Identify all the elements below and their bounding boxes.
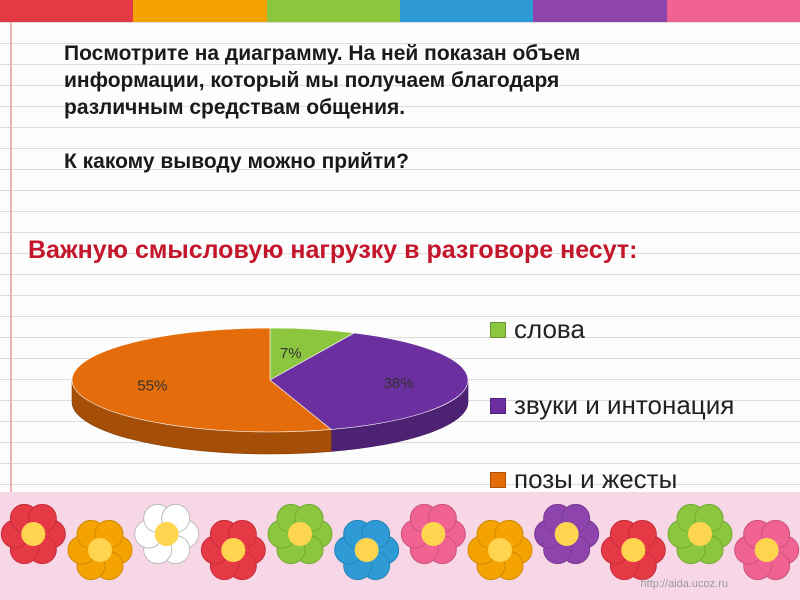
legend-swatch [490, 321, 506, 338]
chart-subtitle: Важную смысловую нагрузку в разговоре не… [28, 236, 638, 264]
color-stripe [666, 0, 800, 22]
color-stripe [133, 0, 267, 22]
legend-label: позы и жесты [514, 464, 678, 494]
color-stripe [0, 0, 134, 22]
color-stripe [533, 0, 667, 22]
watermark-text: http://aida.ucoz.ru [640, 578, 728, 590]
flower-icon [734, 519, 800, 581]
legend-label: слова [514, 314, 585, 344]
flower-icon [0, 503, 66, 565]
flower-border [0, 492, 800, 600]
legend-swatch [490, 471, 506, 488]
question-line: различным средствам общения. [64, 96, 406, 119]
question-line: информации, который мы получаем благодар… [64, 69, 560, 92]
legend-label: звуки и интонация [514, 390, 735, 420]
top-color-bar [0, 0, 800, 22]
data-label: 7% [280, 345, 302, 362]
notebook-margin-line [10, 22, 12, 492]
flower-icon [534, 503, 600, 565]
legend-entry: слова [490, 314, 585, 345]
question-prompt: К какому выводу можно прийти? [64, 150, 409, 173]
question-line: Посмотрите на диаграмму. На ней показан … [64, 42, 581, 65]
color-stripe [399, 0, 534, 22]
pie-chart: 7% 38% 55% слова звуки и интонация позы и же… [60, 300, 790, 500]
data-label: 38% [384, 375, 414, 392]
flower-icon [667, 503, 733, 565]
flower-icon [400, 503, 466, 565]
pie-chart-svg: 7% 38% 55% [71, 327, 469, 455]
flower-icon [67, 519, 133, 581]
flower-icon [267, 503, 333, 565]
data-label: 55% [137, 377, 167, 394]
flower-icon [200, 519, 266, 581]
footer-background [0, 492, 800, 600]
legend-swatch [490, 397, 506, 414]
color-stripe [266, 0, 400, 22]
flower-icon [600, 519, 666, 581]
flower-icon [467, 519, 533, 581]
footer-decoration: http://aida.ucoz.ru [0, 492, 800, 600]
slice-zvuki [269, 332, 469, 430]
flower-icon [334, 519, 400, 581]
flower-icon [134, 503, 200, 565]
legend-entry: позы и жесты [490, 464, 677, 495]
question-text: Посмотрите на диаграмму. На ней показан … [64, 40, 764, 121]
slice-pozy [71, 327, 332, 433]
legend-entry: звуки и интонация [490, 390, 734, 421]
